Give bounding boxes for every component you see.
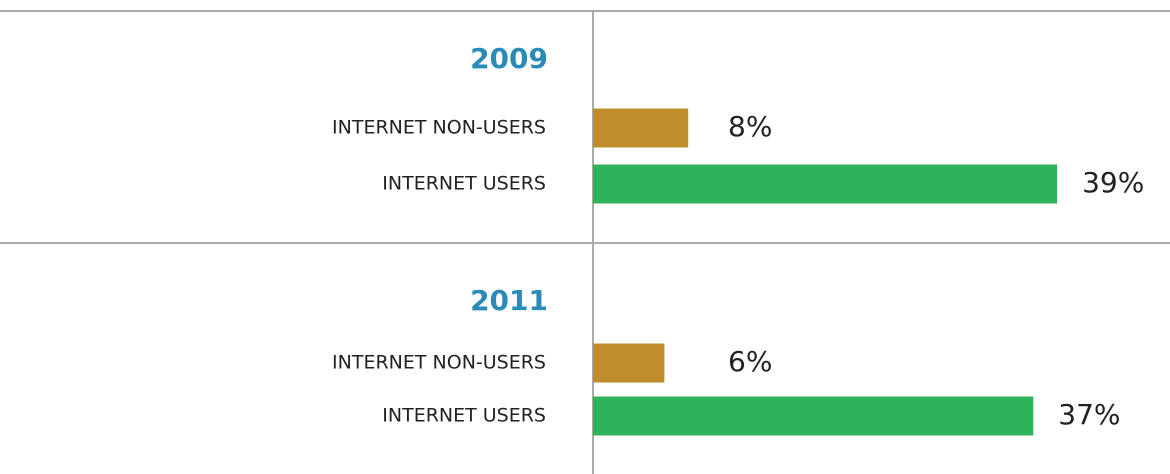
bar: [593, 343, 665, 383]
group-title: 2011: [470, 284, 548, 317]
bar: [593, 396, 1034, 436]
bar: [593, 164, 1058, 204]
value-label: 8%: [728, 110, 772, 143]
group-title: 2009: [470, 42, 548, 75]
category-label: INTERNET NON-USERS: [332, 117, 546, 139]
bar: [593, 108, 689, 148]
value-label: 6%: [728, 345, 772, 378]
category-label: INTERNET USERS: [382, 405, 546, 427]
value-label: 39%: [1082, 166, 1144, 199]
category-label: INTERNET NON-USERS: [332, 352, 546, 374]
category-label: INTERNET USERS: [382, 173, 546, 195]
value-label: 37%: [1058, 398, 1120, 431]
